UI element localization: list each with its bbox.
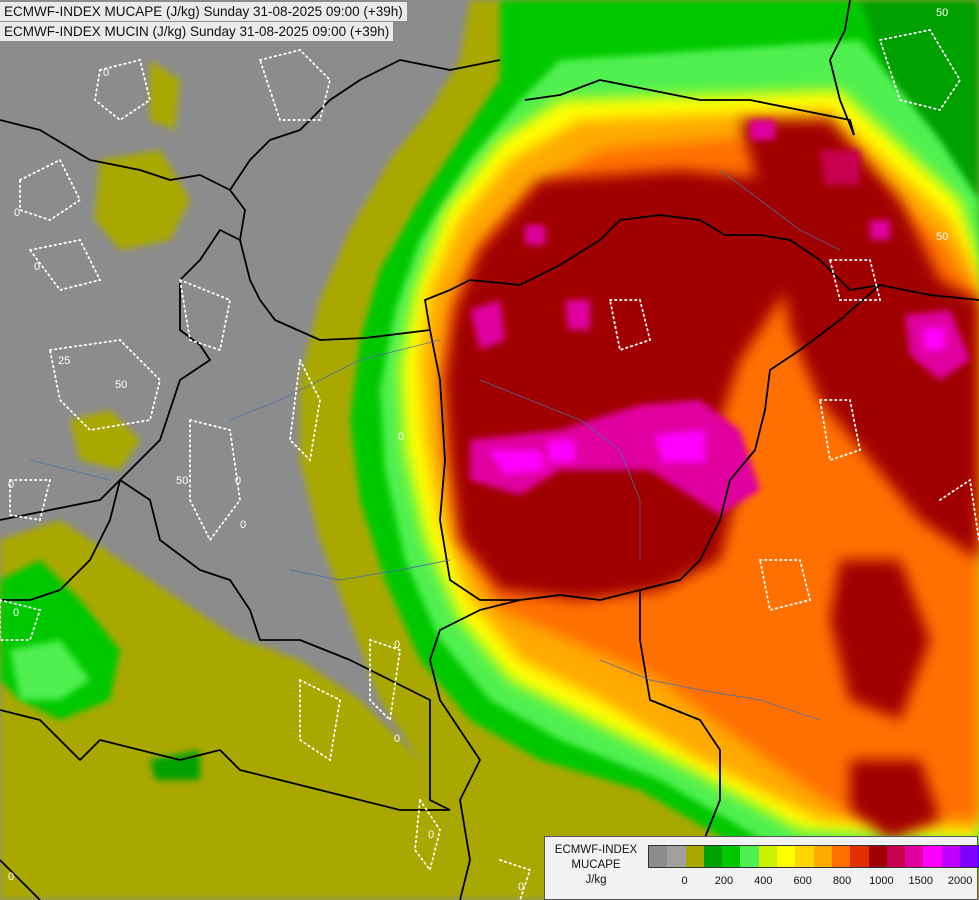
color-legend: ECMWF-INDEX MUCAPE J/kg 0 200 400 600 800 100… [544, 836, 979, 900]
cin-label: 0 [518, 881, 524, 893]
cin-label: 0 [428, 829, 434, 841]
cin-label: 25 [58, 355, 70, 367]
legend-tick-label: 800 [832, 875, 852, 887]
legend-swatch [722, 846, 741, 867]
legend-tick-label: 0 [681, 875, 688, 887]
legend-swatch [941, 846, 961, 867]
legend-tick-label: 2000 [947, 875, 973, 887]
legend-swatch [905, 846, 924, 867]
legend-tick-label: 1500 [908, 875, 933, 887]
legend-swatch [703, 846, 723, 867]
legend-swatches [648, 845, 979, 868]
legend-title-line: MUCAPE [571, 859, 621, 871]
cin-label: 0 [398, 431, 404, 443]
legend-swatch [795, 846, 814, 867]
rivers [29, 169, 841, 721]
cin-label: 0 [8, 871, 14, 883]
legend-swatch [758, 846, 778, 867]
legend-swatch [886, 846, 906, 867]
legend-swatch [813, 846, 832, 867]
legend-swatch [667, 846, 686, 867]
cin-label: 50 [936, 7, 948, 19]
legend-tick-label: 200 [714, 875, 734, 887]
legend-swatch [868, 846, 887, 867]
cin-label: 50 [176, 475, 188, 487]
cin-label: 50 [936, 231, 948, 243]
legend-tick-label: 1000 [869, 875, 894, 887]
cin-label: 0 [235, 475, 241, 487]
cin-label: 0 [240, 519, 246, 531]
legend-swatch [831, 846, 851, 867]
cin-label: 0 [394, 733, 400, 745]
legend-title-line: ECMWF-INDEX [554, 844, 638, 856]
mucin-title: ECMWF-INDEX MUCIN (J/kg) Sunday 31-08-20… [0, 22, 394, 41]
legend-swatch [685, 846, 704, 867]
cin-label: 0 [103, 67, 109, 79]
brightmagenta-field [488, 328, 945, 475]
mucape-title: ECMWF-INDEX MUCAPE (J/kg) Sunday 31-08-2… [0, 2, 407, 21]
cin-label: 0 [14, 207, 20, 219]
legend-swatch [649, 846, 668, 867]
legend-tick-labels: 0200400600800100015002000250040006000 [648, 875, 973, 891]
cin-label: 0 [13, 607, 19, 619]
cin-label: 0 [8, 479, 14, 491]
legend-swatch [960, 846, 979, 867]
legend-swatch [740, 846, 759, 867]
cin-label: 0 [34, 261, 40, 273]
cin-label: 50 [115, 379, 127, 391]
cin-contours [0, 28, 979, 900]
legend-swatch [850, 846, 869, 867]
legend-swatch [923, 846, 942, 867]
cin-label: 0 [394, 639, 400, 651]
legend-title-line: J/kg [585, 874, 607, 886]
legend-swatch [777, 846, 796, 867]
legend-tick-label: 400 [754, 875, 773, 887]
legend-title: ECMWF-INDEX MUCAPE J/kg [549, 843, 643, 888]
legend-tick-label: 600 [793, 875, 812, 887]
